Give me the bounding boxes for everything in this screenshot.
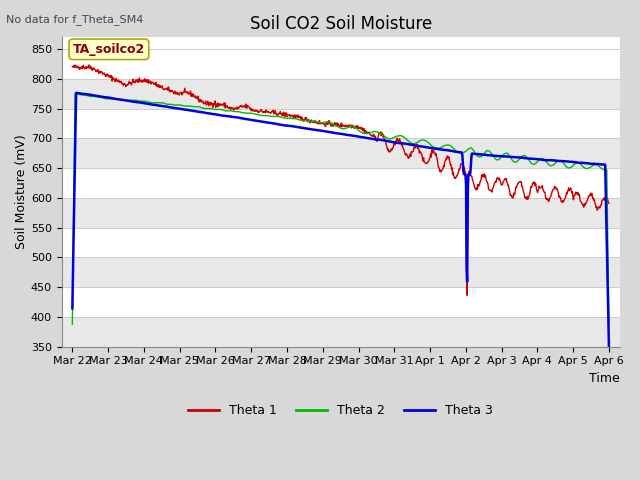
Bar	[61, 198, 620, 228]
Y-axis label: Soil Moisture (mV): Soil Moisture (mV)	[15, 135, 28, 250]
Bar	[61, 79, 620, 109]
Bar	[61, 138, 620, 168]
X-axis label: Time: Time	[589, 372, 620, 385]
Legend: Theta 1, Theta 2, Theta 3: Theta 1, Theta 2, Theta 3	[183, 399, 498, 422]
Text: No data for f_Theta_SM4: No data for f_Theta_SM4	[6, 14, 144, 25]
Text: TA_soilco2: TA_soilco2	[73, 43, 145, 56]
Title: Soil CO2 Soil Moisture: Soil CO2 Soil Moisture	[250, 15, 432, 33]
Bar	[61, 257, 620, 287]
Bar	[61, 317, 620, 347]
